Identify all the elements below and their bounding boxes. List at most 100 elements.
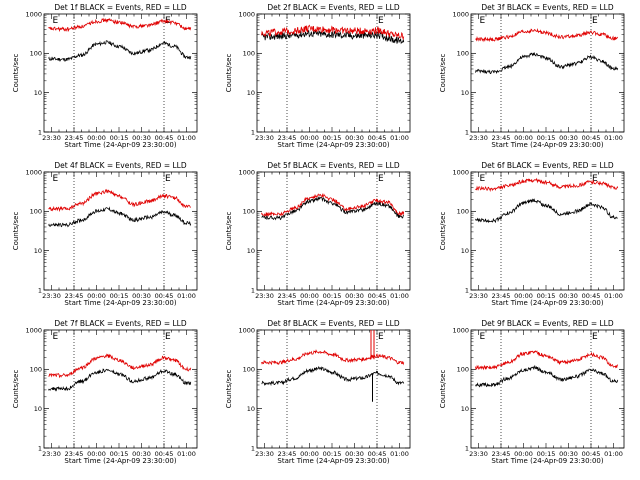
y-tick-label: 1	[38, 444, 42, 452]
chart-title: Det 5f BLACK = Events, RED = LLD	[267, 161, 400, 170]
events-series-line	[48, 40, 192, 63]
y-tick-label: 100	[243, 208, 255, 216]
events-series-line	[475, 364, 619, 388]
chart-panel-7: Det 7f BLACK = Events, RED = LLD 1 10 100 10…	[12, 319, 198, 465]
plot-frame	[43, 13, 198, 133]
x-tick-label: 00:30	[345, 450, 364, 458]
chart-panel-1: Det 1f BLACK = Events, RED = LLD 1 10 100 10…	[12, 3, 198, 149]
y-tick-label: 1	[465, 128, 469, 136]
x-tick-label: 00:30	[559, 134, 578, 142]
x-tick-label: 00:15	[323, 134, 342, 142]
y-tick-label: 1000	[452, 168, 469, 176]
chart-title: Det 1f BLACK = Events, RED = LLD	[54, 3, 187, 12]
y-tick-label: 100	[457, 366, 469, 374]
chart-panel-8: Det 8f BLACK = Events, RED = LLD 1 10 100 10…	[225, 319, 411, 465]
y-tick-label: 10	[34, 405, 42, 413]
x-tick-label: 23:45	[492, 292, 511, 300]
y-tick-label: 100	[30, 366, 42, 374]
x-tick-label: 23:30	[255, 450, 274, 458]
x-tick-label: 00:00	[514, 134, 533, 142]
lld-series-line	[475, 177, 619, 193]
y-tick-label: 100	[30, 208, 42, 216]
x-axis-label: Start Time (24-Apr-09 23:30:00)	[491, 457, 603, 465]
x-axis-label: Start Time (24-Apr-09 23:30:00)	[277, 141, 389, 149]
y-tick-label: 1000	[238, 168, 255, 176]
x-axis-label: Start Time (24-Apr-09 23:30:00)	[64, 299, 176, 307]
x-tick-label: 01:00	[177, 292, 196, 300]
x-tick-label: 01:00	[177, 450, 196, 458]
x-axis-label: Start Time (24-Apr-09 23:30:00)	[491, 141, 603, 149]
x-tick-label: 23:45	[65, 292, 84, 300]
x-tick-label: 00:00	[87, 450, 106, 458]
flag-label: E	[592, 174, 598, 184]
x-tick-label: 23:30	[469, 450, 488, 458]
x-tick-label: 00:15	[110, 450, 129, 458]
plot-frame	[256, 13, 411, 133]
x-tick-label: 00:45	[582, 450, 601, 458]
x-axis-label: Start Time (24-Apr-09 23:30:00)	[64, 457, 176, 465]
x-tick-label: 23:45	[65, 450, 84, 458]
y-tick-label: 100	[457, 208, 469, 216]
x-axis-label: Start Time (24-Apr-09 23:30:00)	[64, 141, 176, 149]
x-tick-label: 00:45	[368, 450, 387, 458]
x-tick-label: 00:15	[110, 292, 129, 300]
lld-series-line	[475, 27, 619, 43]
y-tick-label: 10	[34, 247, 42, 255]
lld-series-line	[48, 17, 192, 33]
chart-panel-3: Det 3f BLACK = Events, RED = LLD 1 10 100 10…	[439, 3, 625, 149]
chart-title: Det 7f BLACK = Events, RED = LLD	[54, 319, 187, 328]
flag-label: E	[165, 332, 171, 342]
x-tick-label: 00:00	[87, 134, 106, 142]
y-tick-label: 1000	[238, 10, 255, 18]
y-tick-label: 1	[465, 444, 469, 452]
plot-frame	[256, 329, 411, 449]
lld-series-line	[261, 349, 405, 366]
x-tick-label: 23:45	[492, 134, 511, 142]
x-tick-label: 00:00	[514, 450, 533, 458]
x-tick-label: 23:30	[469, 134, 488, 142]
flag-label: E	[53, 332, 59, 342]
plot-frame	[470, 171, 625, 291]
lld-series-line	[48, 188, 191, 213]
y-tick-label: 100	[457, 50, 469, 58]
x-tick-label: 23:30	[42, 134, 61, 142]
plot-frame	[43, 329, 198, 449]
events-series-line	[261, 196, 405, 221]
x-tick-label: 00:00	[300, 292, 319, 300]
x-tick-label: 00:45	[368, 292, 387, 300]
x-tick-label: 01:00	[604, 292, 623, 300]
lld-series-line	[475, 350, 619, 371]
x-tick-label: 01:00	[390, 450, 409, 458]
y-tick-label: 1000	[452, 10, 469, 18]
events-series-line	[475, 198, 618, 224]
y-tick-label: 100	[243, 366, 255, 374]
chart-title: Det 2f BLACK = Events, RED = LLD	[267, 3, 400, 12]
x-tick-label: 23:45	[278, 450, 297, 458]
x-tick-label: 00:00	[87, 292, 106, 300]
y-tick-label: 10	[247, 89, 255, 97]
x-tick-label: 00:45	[582, 134, 601, 142]
x-tick-label: 01:00	[604, 450, 623, 458]
chart-panel-4: Det 4f BLACK = Events, RED = LLD 1 10 100 10…	[12, 161, 198, 307]
chart-title: Det 8f BLACK = Events, RED = LLD	[267, 319, 400, 328]
x-tick-label: 00:45	[155, 134, 174, 142]
x-tick-label: 00:30	[345, 134, 364, 142]
x-axis-label: Start Time (24-Apr-09 23:30:00)	[277, 299, 389, 307]
x-tick-label: 00:15	[537, 450, 556, 458]
x-tick-label: 00:30	[559, 292, 578, 300]
x-tick-label: 23:30	[42, 292, 61, 300]
flag-label: E	[480, 332, 486, 342]
flag-label: E	[378, 174, 384, 184]
y-tick-label: 10	[247, 405, 255, 413]
x-tick-label: 23:45	[492, 450, 511, 458]
x-tick-label: 00:00	[300, 134, 319, 142]
events-series-line	[48, 206, 192, 228]
y-tick-label: 1	[38, 128, 42, 136]
chart-title: Det 6f BLACK = Events, RED = LLD	[481, 161, 614, 170]
y-axis-label: Counts/sec	[439, 370, 447, 409]
x-tick-label: 00:15	[110, 134, 129, 142]
plot-frame	[256, 171, 411, 291]
x-tick-label: 23:45	[278, 292, 297, 300]
y-tick-label: 1000	[25, 10, 42, 18]
y-tick-label: 10	[34, 89, 42, 97]
